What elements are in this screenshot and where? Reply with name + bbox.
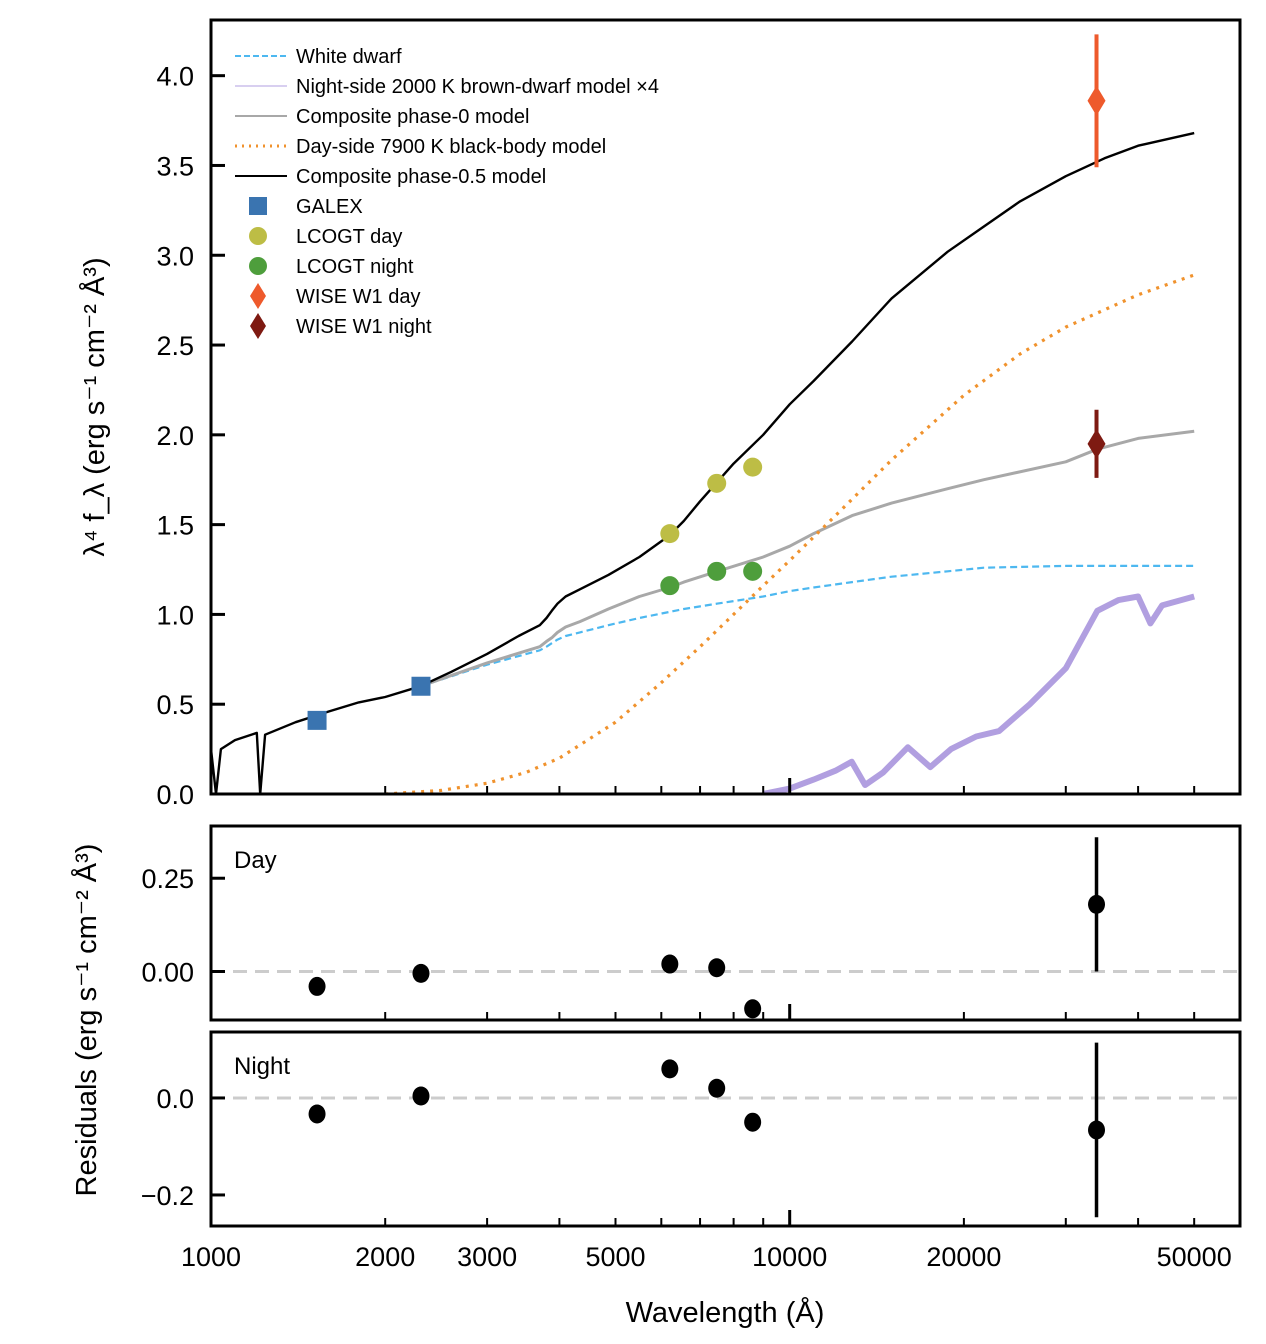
legend-label: Composite phase-0.5 model bbox=[296, 166, 546, 188]
y-tick-label: 1.5 bbox=[156, 511, 194, 541]
axes-frame bbox=[209, 18, 1242, 796]
x-tick-label: 5000 bbox=[585, 1242, 645, 1272]
legend-marker bbox=[250, 283, 266, 309]
legend-label: WISE W1 day bbox=[296, 286, 420, 308]
data-point-lcogt-night bbox=[660, 576, 680, 596]
y-tick-label: 0.00 bbox=[141, 958, 194, 988]
legend-label: Composite phase-0 model bbox=[296, 106, 529, 128]
residuals-day-panel: Day 0.00 0.25 bbox=[141, 824, 1242, 1022]
legend-label: LCOGT night bbox=[296, 256, 414, 278]
x-tick-label: 10000 bbox=[752, 1242, 827, 1272]
x-tick-label: 3000 bbox=[457, 1242, 517, 1272]
y-tick-label: 2.5 bbox=[156, 331, 194, 361]
residual-point bbox=[308, 976, 326, 996]
legend-marker bbox=[249, 197, 267, 215]
residual-point bbox=[708, 958, 726, 978]
data-point-lcogt-day bbox=[743, 457, 763, 477]
residual-point bbox=[412, 963, 430, 983]
data-point-wise-w1-day bbox=[1087, 85, 1106, 116]
data-point-lcogt-night bbox=[743, 561, 763, 581]
legend-label: Day-side 7900 K black-body model bbox=[296, 136, 606, 158]
residual-point bbox=[744, 999, 762, 1019]
data-point-lcogt-night bbox=[707, 561, 727, 581]
legend-label: Night-side 2000 K brown-dwarf model ×4 bbox=[296, 76, 659, 98]
series-line-1 bbox=[762, 593, 1196, 794]
x-tick-label: 2000 bbox=[355, 1242, 415, 1272]
data-point-galex bbox=[307, 710, 327, 730]
legend-label: LCOGT day bbox=[296, 226, 402, 248]
legend-label: GALEX bbox=[296, 196, 363, 218]
axes-frame bbox=[209, 824, 1242, 1022]
y-tick-label: 1.0 bbox=[156, 600, 194, 630]
series-line-4 bbox=[211, 131, 1195, 794]
x-tick-label: 1000 bbox=[181, 1242, 241, 1272]
panel-label-residuals-day: Day bbox=[234, 847, 277, 874]
panel-label-residuals-night: Night bbox=[234, 1053, 290, 1080]
y-axis-label-main: λ⁴ f_λ (erg s⁻¹ cm⁻² Å³) bbox=[78, 257, 111, 556]
y-tick-label: 0.5 bbox=[156, 690, 194, 720]
residual-point bbox=[708, 1078, 726, 1098]
data-point-wise-w1-night bbox=[1087, 428, 1106, 459]
legend-marker bbox=[249, 227, 267, 245]
residual-point bbox=[661, 954, 679, 974]
axes-frame bbox=[209, 1030, 1242, 1228]
x-tick-label: 50000 bbox=[1157, 1242, 1232, 1272]
residual-point bbox=[1088, 1120, 1106, 1140]
residual-point bbox=[412, 1086, 430, 1106]
residual-point bbox=[744, 1112, 762, 1132]
legend: White dwarf Night-side 2000 K brown-dwarf… bbox=[235, 46, 659, 339]
y-tick-label: 3.0 bbox=[156, 241, 194, 271]
legend-label: White dwarf bbox=[296, 46, 402, 68]
y-axis-label-residuals: Residuals (erg s⁻¹ cm⁻² Å³) bbox=[70, 844, 103, 1197]
legend-label: WISE W1 night bbox=[296, 316, 432, 338]
x-axis-label: Wavelength (Å) bbox=[626, 1296, 825, 1329]
data-point-lcogt-day bbox=[660, 524, 680, 544]
series-line-0 bbox=[419, 564, 1195, 688]
residual-point bbox=[661, 1059, 679, 1079]
series-line-3 bbox=[385, 273, 1195, 794]
legend-marker bbox=[250, 313, 266, 339]
main-panel: 0.0 0.5 1.0 1.5 2.0 2.5 3.0 3.5 4.0 bbox=[156, 18, 1242, 810]
x-tick-label: 20000 bbox=[926, 1242, 1001, 1272]
y-tick-label: 0.25 bbox=[141, 864, 194, 894]
residual-point bbox=[308, 1104, 326, 1124]
residual-point bbox=[1088, 894, 1106, 914]
data-point-galex bbox=[411, 676, 431, 696]
series-line-2 bbox=[419, 429, 1195, 688]
y-tick-label: 0.0 bbox=[156, 1084, 194, 1114]
legend-marker bbox=[249, 257, 267, 275]
y-tick-label: 4.0 bbox=[156, 62, 194, 92]
y-tick-label: 2.0 bbox=[156, 421, 194, 451]
y-tick-label: −0.2 bbox=[141, 1181, 194, 1211]
data-point-lcogt-day bbox=[707, 473, 727, 493]
y-tick-label: 0.0 bbox=[156, 780, 194, 810]
residuals-night-panel: Night −0.2 0.0 bbox=[141, 1030, 1242, 1228]
y-tick-label: 3.5 bbox=[156, 151, 194, 181]
